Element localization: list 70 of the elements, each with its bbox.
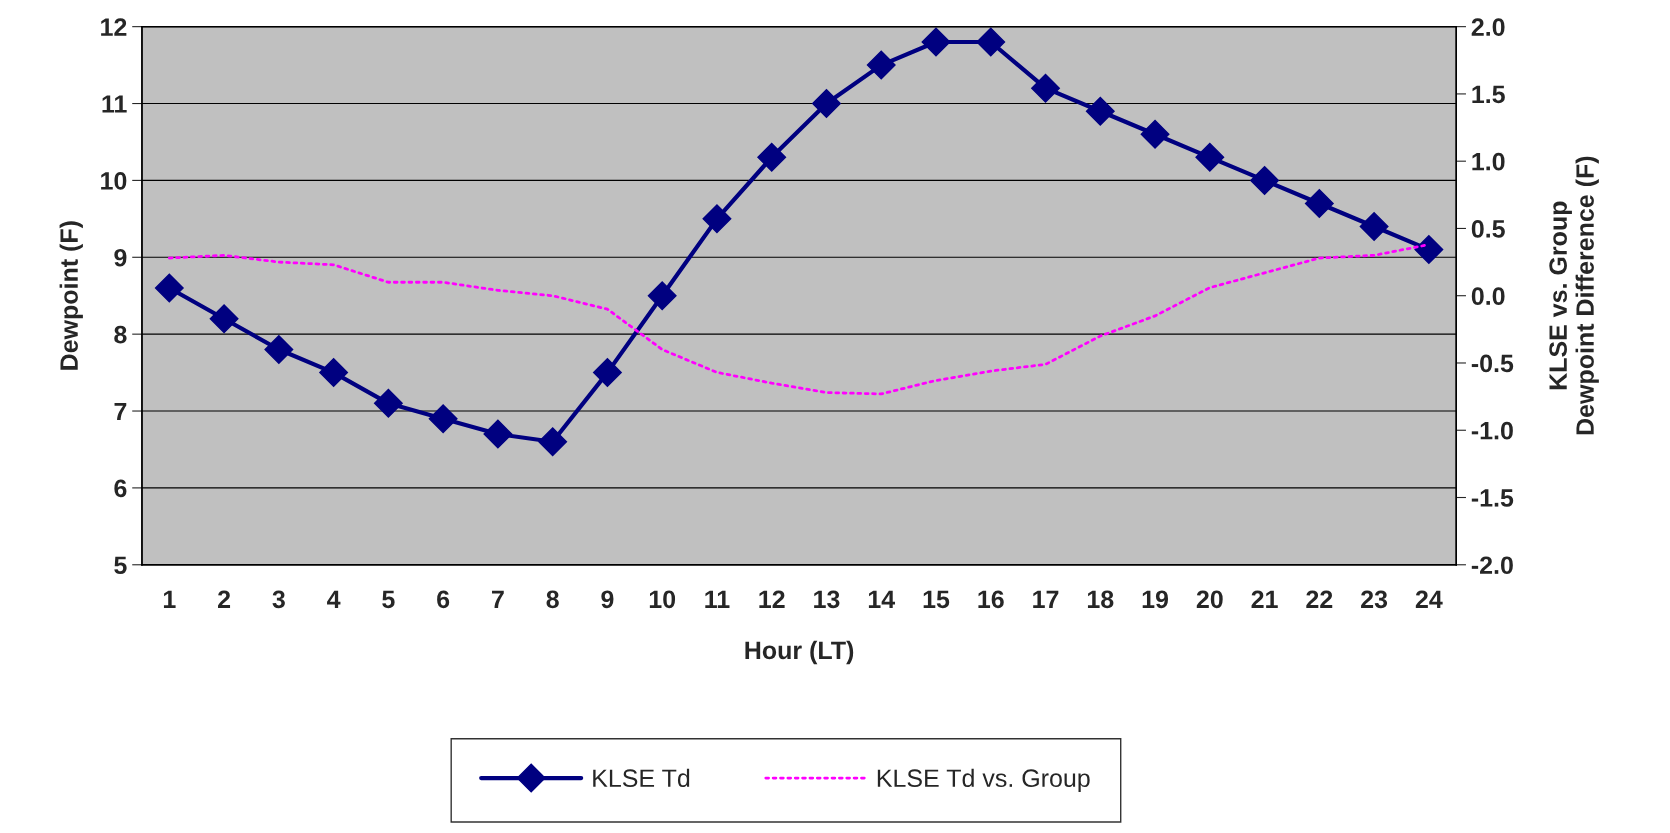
point bbox=[538, 427, 568, 457]
point bbox=[592, 358, 622, 388]
point bbox=[483, 419, 513, 449]
x-tick-label: 1 bbox=[163, 590, 176, 608]
x-tick-label: 4 bbox=[327, 590, 341, 608]
x-tick-label: 19 bbox=[1142, 590, 1169, 609]
point bbox=[757, 142, 787, 172]
x-tick-label: 22 bbox=[1306, 590, 1333, 608]
point bbox=[209, 304, 239, 334]
y2-tick-label: -1.5 bbox=[1471, 489, 1514, 507]
x-tick-label: 14 bbox=[868, 590, 896, 608]
y2-tick-label: 0.0 bbox=[1471, 287, 1505, 306]
x-tick-label: 11 bbox=[705, 590, 730, 608]
x-axis-title: Hour (LT) bbox=[745, 640, 854, 665]
point bbox=[812, 89, 841, 118]
point bbox=[1140, 119, 1170, 149]
point bbox=[1304, 189, 1334, 218]
y2-tick-label: 1.5 bbox=[1472, 85, 1505, 104]
y-tick-label: 10 bbox=[101, 172, 127, 190]
y2-tick-label: 0.5 bbox=[1471, 220, 1505, 238]
point bbox=[1359, 212, 1389, 241]
y-tick-label: 9 bbox=[114, 248, 127, 267]
y-axis-title: Dewpoint (F) bbox=[59, 221, 83, 370]
legend-label: KLSE Td vs. Group bbox=[877, 768, 1090, 793]
y2-tick-label: -2.0 bbox=[1471, 556, 1513, 575]
point bbox=[264, 335, 294, 364]
point bbox=[154, 273, 184, 303]
y-tick-label: 6 bbox=[114, 479, 127, 498]
x-tick-label: 24 bbox=[1415, 590, 1443, 608]
point bbox=[1085, 96, 1115, 126]
point bbox=[428, 404, 458, 434]
x-tick-label: 8 bbox=[546, 590, 559, 609]
point bbox=[921, 27, 951, 57]
y2-tick-label: 1.0 bbox=[1472, 152, 1505, 171]
x-tick-label: 13 bbox=[814, 590, 840, 609]
y-tick-label: 5 bbox=[114, 556, 127, 575]
y-tick-label: 11 bbox=[102, 95, 127, 113]
x-tick-label: 2 bbox=[218, 590, 231, 608]
x-tick-label: 18 bbox=[1087, 590, 1114, 609]
point bbox=[319, 358, 349, 388]
point bbox=[373, 388, 403, 418]
point bbox=[702, 204, 732, 234]
point bbox=[1195, 142, 1225, 172]
point bbox=[976, 27, 1006, 57]
point bbox=[647, 281, 677, 311]
y2-tick-label: -0.5 bbox=[1471, 354, 1514, 373]
point bbox=[1414, 235, 1444, 265]
x-tick-label: 16 bbox=[978, 590, 1004, 609]
x-tick-label: 20 bbox=[1196, 590, 1223, 609]
y2-tick-label: 2.0 bbox=[1471, 18, 1505, 36]
x-tick-label: 7 bbox=[492, 590, 504, 608]
y2-axis-title: KLSE vs. Group Dewpoint Difference (F) bbox=[1549, 156, 1599, 435]
y-tick-label: 7 bbox=[114, 402, 127, 421]
x-tick-label: 6 bbox=[437, 590, 450, 609]
y-tick-label: 12 bbox=[101, 18, 127, 36]
x-tick-label: 17 bbox=[1033, 590, 1059, 608]
legend-label: KLSE Td bbox=[593, 768, 690, 788]
y2-tick-label: -1.0 bbox=[1471, 421, 1513, 440]
x-tick-label: 9 bbox=[601, 590, 614, 609]
x-tick-label: 23 bbox=[1361, 590, 1388, 609]
x-tick-label: 5 bbox=[382, 590, 395, 609]
x-tick-label: 12 bbox=[759, 590, 785, 608]
point bbox=[1250, 165, 1280, 195]
point bbox=[866, 50, 896, 80]
x-tick-label: 3 bbox=[272, 590, 285, 609]
x-tick-label: 10 bbox=[649, 590, 676, 609]
x-tick-label: 21 bbox=[1251, 590, 1278, 608]
x-tick-label: 15 bbox=[923, 590, 950, 609]
y-tick-label: 8 bbox=[114, 325, 127, 344]
point bbox=[1031, 73, 1060, 103]
